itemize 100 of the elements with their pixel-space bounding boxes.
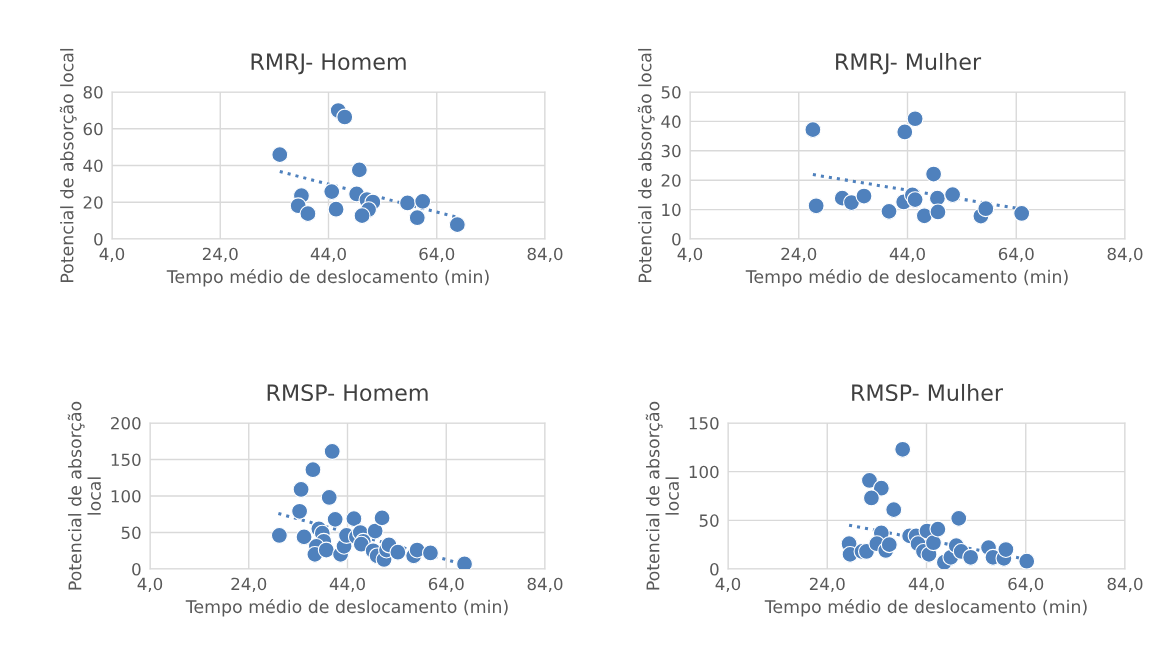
point — [389, 543, 407, 561]
y-tick-label: 150 — [111, 453, 141, 467]
x-tick-label: 24,0 — [781, 247, 817, 262]
point — [299, 205, 317, 223]
y-tick-label: 100 — [111, 489, 141, 503]
y-tick-label: 40 — [83, 159, 103, 173]
y-tick-label: 0 — [94, 232, 103, 246]
point — [292, 480, 310, 498]
point — [408, 209, 426, 227]
y-tick-label: 0 — [710, 562, 719, 576]
point — [997, 541, 1015, 559]
chart-title: RMSP- Homem — [267, 384, 428, 402]
point — [291, 502, 309, 520]
point — [944, 186, 962, 204]
x-tick-label: 84,0 — [1107, 247, 1143, 262]
point — [448, 216, 466, 234]
x-tick-label: 84,0 — [527, 247, 563, 262]
x-axis-title: Tempo médio de deslocamento (min) — [764, 599, 1087, 617]
point — [880, 202, 898, 220]
x-tick-label: 44,0 — [908, 577, 944, 592]
point — [894, 440, 912, 458]
chart-title: RMRJ- Mulher — [836, 52, 982, 75]
x-tick-label: 84,0 — [1107, 577, 1143, 592]
point — [915, 207, 933, 225]
x-tick-label: 84,0 — [527, 577, 563, 592]
x-tick-label: 64,0 — [428, 577, 464, 592]
y-tick-label: 0 — [672, 232, 681, 246]
point — [925, 165, 943, 183]
x-tick-label: 24,0 — [202, 247, 238, 262]
x-tick-label: 4,0 — [677, 247, 703, 262]
point — [977, 200, 995, 218]
point — [399, 194, 416, 212]
x-tick-label: 64,0 — [998, 247, 1034, 262]
point — [456, 555, 473, 569]
y-tick-label: 30 — [661, 144, 681, 158]
point — [295, 528, 313, 546]
x-axis-title: Tempo médio de deslocamento (min) — [185, 599, 508, 617]
y-tick-label: 40 — [661, 115, 681, 128]
point — [855, 187, 873, 205]
point — [353, 207, 371, 225]
point — [860, 471, 878, 489]
point — [929, 520, 947, 538]
point — [336, 108, 354, 126]
point — [271, 146, 289, 164]
y-tick-label: 60 — [83, 122, 103, 136]
x-tick-label: 64,0 — [419, 247, 455, 262]
y-axis-title: Potencial de absorção local — [59, 48, 77, 282]
y-tick-label: 200 — [111, 416, 141, 430]
x-tick-label: 64,0 — [1008, 577, 1044, 592]
point — [323, 442, 341, 460]
chart-title: RMRJ- Homem — [251, 53, 406, 75]
x-axis-title: Tempo médio de deslocamento (min) — [745, 269, 1068, 287]
y-tick-label: 20 — [83, 196, 103, 209]
point — [924, 534, 942, 552]
point — [1013, 204, 1031, 222]
point — [862, 489, 880, 507]
y-tick-label: 10 — [662, 203, 681, 217]
x-tick-label: 44,0 — [310, 247, 346, 262]
y-tick-label: 50 — [699, 514, 719, 527]
point — [421, 544, 439, 562]
x-tick-label: 24,0 — [231, 577, 267, 592]
point — [906, 110, 924, 128]
point — [896, 123, 914, 141]
point — [304, 461, 322, 479]
point — [885, 501, 903, 519]
point — [843, 194, 860, 212]
y-tick-label: 20 — [661, 174, 681, 187]
x-tick-label: 24,0 — [809, 577, 845, 592]
x-axis-title: Tempo médio de deslocamento (min) — [166, 269, 489, 287]
y-axis-title: Potencial de absorção local — [645, 401, 679, 590]
y-tick-label: 50 — [661, 85, 681, 99]
point — [880, 536, 898, 554]
x-tick-label: 4,0 — [99, 247, 125, 262]
point — [906, 191, 924, 209]
y-axis-title: Potencial de absorção local — [67, 401, 101, 590]
point — [804, 121, 822, 139]
x-tick-label: 4,0 — [137, 577, 163, 592]
x-tick-label: 4,0 — [715, 577, 741, 592]
y-tick-label: 50 — [121, 526, 141, 540]
point — [962, 548, 980, 566]
point — [872, 479, 890, 497]
point — [373, 509, 391, 527]
chart-title: RMSP- Mulher — [852, 383, 1004, 402]
point — [345, 510, 363, 528]
point — [317, 541, 335, 559]
point — [929, 203, 947, 221]
point — [326, 510, 344, 528]
point — [323, 183, 341, 201]
point — [807, 197, 825, 215]
point — [350, 161, 368, 179]
y-tick-label: 80 — [83, 85, 103, 99]
point — [366, 522, 384, 540]
point — [270, 526, 288, 544]
point — [414, 192, 432, 210]
y-tick-label: 100 — [689, 465, 719, 479]
x-tick-label: 44,0 — [889, 247, 925, 262]
point — [950, 509, 968, 527]
x-tick-label: 44,0 — [329, 577, 365, 592]
point — [1018, 552, 1036, 569]
y-tick-label: 150 — [689, 416, 719, 430]
